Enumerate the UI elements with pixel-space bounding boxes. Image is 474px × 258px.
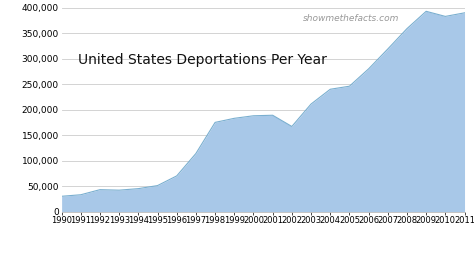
Text: showmethefacts.com: showmethefacts.com: [303, 14, 400, 23]
Text: United States Deportations Per Year: United States Deportations Per Year: [78, 53, 327, 67]
